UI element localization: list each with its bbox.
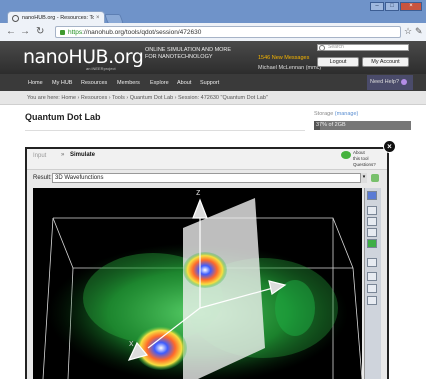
page-title: Quantum Dot Lab	[25, 112, 101, 122]
need-help-button[interactable]: Need Help?	[367, 75, 413, 90]
download-icon[interactable]	[371, 174, 379, 182]
about-tool-links[interactable]: About this tool Questions?	[341, 150, 376, 167]
settings-icon[interactable]	[367, 272, 377, 281]
nav-home[interactable]: Home	[28, 80, 43, 86]
x-axis-label: x	[129, 338, 134, 348]
address-bar[interactable]: https ://nanohub.org/tools/qdot/session/…	[55, 26, 401, 38]
wavefunction-render	[42, 198, 362, 379]
maximize-button[interactable]: □	[385, 2, 399, 11]
search-icon	[319, 45, 325, 51]
breadcrumb[interactable]: You are here: Home › Resources › Tools ›…	[27, 95, 268, 101]
storage-label: Storage (manage)	[314, 111, 358, 117]
logo-subtitle: an iNEERproject	[86, 66, 116, 71]
main-nav	[0, 74, 426, 91]
storage-heading: Storage	[314, 111, 334, 117]
star-icon[interactable]: ☆	[404, 26, 413, 36]
url-path: ://nanohub.org/tools/qdot/session/472630	[82, 28, 202, 36]
site-tagline: ONLINE SIMULATION AND MORE FOR NANOTECHN…	[145, 47, 245, 61]
my-account-button[interactable]: My Account	[362, 57, 409, 67]
tab-title: nanoHUB.org - Resources: Too	[22, 15, 94, 21]
search-input[interactable]: Search	[317, 44, 409, 51]
legend-icon[interactable]	[367, 239, 377, 248]
help-icon	[401, 79, 407, 85]
zoom-out-icon[interactable]	[367, 217, 377, 226]
z-axis-label: z	[196, 188, 201, 197]
nav-resources[interactable]: Resources	[81, 80, 108, 86]
rotate-icon[interactable]	[367, 228, 377, 237]
messages-link[interactable]: 1546 New Messages	[258, 55, 310, 61]
storage-bar	[314, 121, 411, 130]
cutplane-icon[interactable]	[367, 258, 377, 267]
result-select[interactable]: 3D Wavefunctions	[52, 173, 367, 183]
reload-icon[interactable]: ↻	[36, 26, 45, 37]
minimize-button[interactable]: –	[370, 2, 384, 11]
nav-members[interactable]: Members	[117, 80, 140, 86]
about-tool-link[interactable]: About this tool	[353, 150, 369, 161]
storage-fill	[314, 121, 320, 130]
screenshot-icon[interactable]	[367, 296, 377, 305]
forward-icon[interactable]: →	[20, 26, 30, 37]
favicon-icon	[12, 14, 19, 22]
breadcrumb-bar	[0, 91, 426, 105]
tool-header	[27, 149, 387, 170]
back-icon[interactable]: ←	[6, 26, 16, 37]
nav-explore[interactable]: Explore	[150, 80, 169, 86]
zoom-in-icon[interactable]	[367, 206, 377, 215]
tab-close-icon[interactable]: ×	[96, 15, 100, 21]
tagline-line-2: FOR NANOTECHNOLOGY	[145, 54, 213, 60]
input-tab[interactable]: Input	[33, 153, 47, 159]
user-name[interactable]: Michael McLennan (mmc)	[258, 65, 322, 71]
lock-icon	[60, 29, 65, 35]
close-tool-button[interactable]: ×	[383, 140, 396, 153]
wrench-icon[interactable]: ✎	[415, 26, 423, 36]
reset-view-icon[interactable]	[367, 191, 377, 200]
chevron-down-icon[interactable]: ▾	[360, 173, 367, 183]
step-arrow: »	[61, 152, 65, 158]
layers-icon[interactable]	[367, 284, 377, 293]
nav-support[interactable]: Support	[200, 80, 220, 86]
simulate-tab[interactable]: Simulate	[70, 152, 96, 158]
title-divider	[25, 130, 305, 131]
logout-button[interactable]: Logout	[317, 57, 359, 67]
storage-text: 37% of 2GB	[316, 122, 346, 128]
storage-manage-link[interactable]: (manage)	[334, 111, 359, 117]
chat-bubble-icon	[341, 151, 351, 159]
url-scheme: https	[68, 28, 83, 36]
questions-link[interactable]: Questions?	[353, 162, 376, 167]
3d-visualization[interactable]: z x	[33, 188, 362, 379]
nav-myhub[interactable]: My HUB	[52, 80, 73, 86]
site-logo[interactable]: nanoHUB.org	[23, 46, 144, 68]
close-window-button[interactable]: ×	[400, 2, 422, 11]
tagline-line-1: ONLINE SIMULATION AND MORE	[145, 47, 232, 53]
result-label: Result:	[33, 175, 52, 181]
nav-about[interactable]: About	[177, 80, 192, 86]
